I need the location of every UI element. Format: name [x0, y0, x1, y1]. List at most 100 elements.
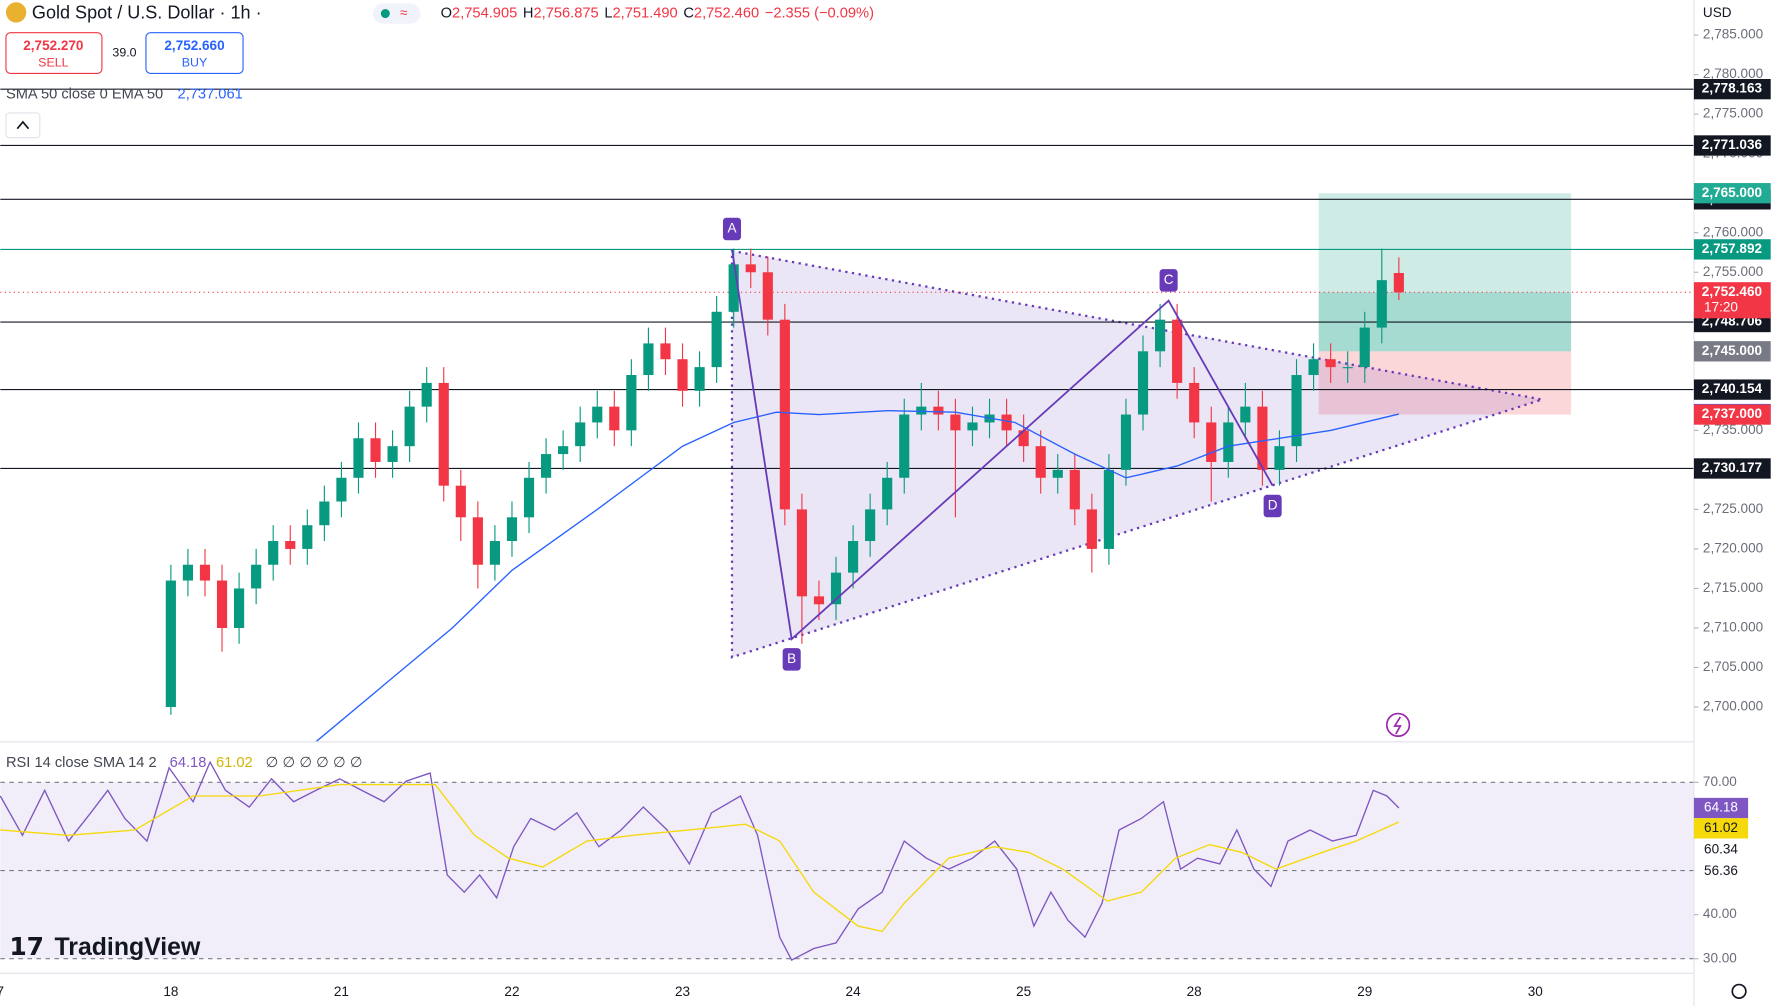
alert-bolt — [1393, 716, 1402, 735]
y-tick-label: 2,760.000 — [1703, 224, 1763, 239]
candle-body — [711, 311, 722, 368]
y-tick-label: 40.00 — [1703, 906, 1737, 921]
status-pill[interactable] — [372, 3, 421, 24]
candle-body — [1223, 422, 1234, 462]
candle-body — [506, 517, 518, 542]
candle-body — [1154, 319, 1166, 352]
x-tick-label: 25 — [1016, 984, 1031, 999]
candle-body — [319, 501, 330, 526]
symbol-title[interactable]: Gold Spot / U.S. Dollar · 1h · — [32, 2, 262, 22]
candle-body — [455, 485, 466, 518]
x-tick-label: 24 — [846, 984, 862, 999]
sell-price: 2,752.270 — [23, 38, 83, 53]
candle-body — [1137, 351, 1149, 415]
alert-icon[interactable] — [1385, 712, 1411, 737]
buy-price: 2,752.660 — [164, 38, 224, 53]
abcd-line — [731, 249, 1274, 641]
level-label: 2,730.177 — [1702, 460, 1762, 475]
x-tick-label: 18 — [163, 984, 178, 999]
candle-body — [387, 446, 398, 462]
rsi-value: 64.18 — [170, 755, 207, 771]
candle-body — [404, 406, 415, 447]
candle-body — [1086, 509, 1097, 549]
spread: 39.0 — [112, 45, 136, 59]
candle-body — [1291, 375, 1302, 447]
candle-body — [933, 406, 944, 415]
candle-body — [1359, 327, 1370, 368]
candle-body — [916, 406, 927, 415]
price-badge — [1693, 404, 1771, 425]
candle-body — [660, 343, 671, 360]
candle-body — [848, 541, 859, 573]
candle-body — [165, 580, 176, 708]
candle-body — [609, 406, 620, 431]
point-badge — [1159, 269, 1178, 292]
rsi-badge-label: 61.02 — [1704, 820, 1738, 835]
rsi-line — [0, 760, 1400, 961]
price-badge-label: 2,737.000 — [1702, 406, 1762, 421]
candle-body — [472, 517, 483, 565]
candles — [165, 248, 1404, 715]
buy-button[interactable] — [145, 32, 244, 74]
point-label: C — [1164, 272, 1174, 287]
point-badge — [782, 648, 801, 671]
y-tick-label: 2,755.000 — [1703, 264, 1763, 279]
candle-body — [865, 509, 876, 542]
candle-body — [336, 477, 347, 502]
status-icon: ≈ — [400, 5, 408, 20]
candle-body — [285, 541, 296, 549]
price-badge — [1693, 282, 1771, 319]
sell-label: SELL — [38, 56, 68, 70]
candle-body — [1052, 469, 1063, 478]
currency[interactable]: USD — [1703, 5, 1732, 20]
sell-button[interactable] — [5, 32, 103, 74]
level-badge — [1693, 135, 1771, 156]
collapse-icon — [16, 120, 30, 130]
candle-body — [1206, 422, 1217, 462]
candle-body — [523, 477, 535, 518]
candle-body — [575, 422, 586, 447]
candle-body — [199, 564, 211, 581]
countdown: 17:20 — [1704, 300, 1738, 315]
level-label: 2,771.036 — [1702, 137, 1763, 152]
candle-body — [1035, 446, 1046, 478]
point-label: D — [1268, 498, 1278, 513]
candle-body — [592, 406, 603, 423]
y-tick-label: 2,705.000 — [1703, 659, 1763, 674]
candle-body — [626, 375, 637, 431]
level-badge — [1693, 458, 1771, 479]
ema-line — [315, 409, 1400, 743]
x-tick-label: 23 — [675, 984, 690, 999]
collapse-button[interactable] — [5, 112, 41, 139]
candle-body — [370, 438, 381, 462]
rsi-extra-label: 56.36 — [1704, 863, 1738, 878]
candle-body — [813, 596, 825, 605]
candle-body — [1308, 359, 1319, 376]
candle-body — [728, 264, 739, 312]
axis-layer: 71821222324252829302,785.0002,780.0002,7… — [0, 27, 1771, 999]
candle-body — [1240, 406, 1251, 423]
point-label: A — [727, 221, 736, 236]
candle-body — [1189, 382, 1200, 423]
candle-body — [216, 580, 228, 628]
candle-body — [796, 509, 807, 597]
settings-icon[interactable] — [1731, 983, 1747, 999]
y-tick-label: 2,735.000 — [1703, 422, 1763, 437]
indicator-value: 2,737.061 — [178, 87, 243, 103]
candle-body — [438, 382, 449, 486]
price-badge-label: 2,752.460 — [1702, 284, 1762, 299]
candle-body — [899, 414, 910, 478]
candle-body — [353, 438, 364, 478]
candle-body — [1069, 469, 1080, 510]
candle-body — [694, 367, 705, 391]
buy-label: BUY — [182, 56, 208, 70]
brand-icon: 𝟭𝟳 — [9, 934, 44, 961]
candle-body — [182, 564, 194, 581]
candle-body — [1103, 469, 1114, 549]
rsi-line — [0, 783, 1400, 933]
rsi-na-values: ∅ ∅ ∅ ∅ ∅ ∅ — [266, 755, 363, 771]
candle-body — [1376, 280, 1387, 328]
target-zone — [1318, 193, 1572, 352]
